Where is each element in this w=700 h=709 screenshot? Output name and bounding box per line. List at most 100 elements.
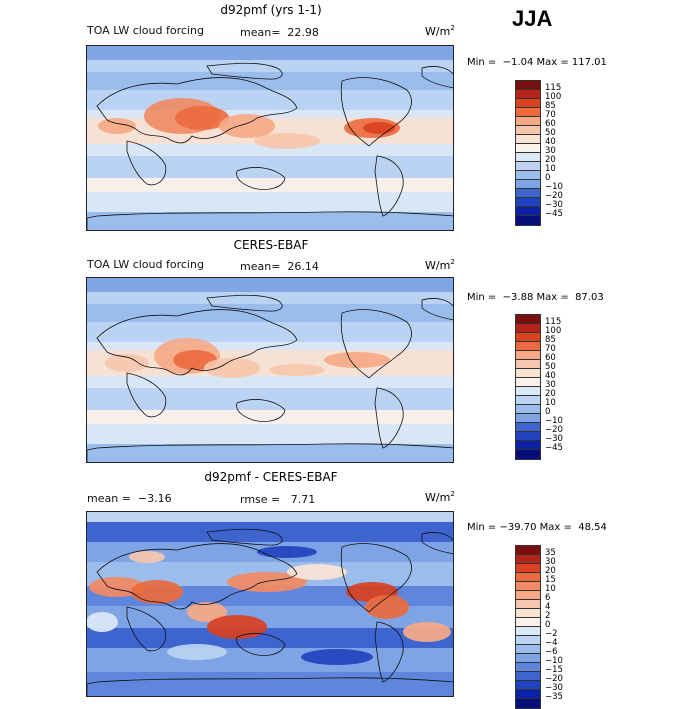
colorbar: [515, 314, 541, 460]
colorbar-swatch: [516, 342, 540, 351]
colorbar-tick-label: 50: [545, 128, 556, 138]
colorbar-tick-label: 40: [545, 137, 556, 147]
colorbar-tick-label: 60: [545, 119, 556, 129]
variable-label: TOA LW cloud forcing: [87, 258, 204, 271]
colorbar-tick-label: 2: [545, 611, 551, 621]
colorbar-tick-label: −4: [545, 638, 558, 648]
colorbar-tick-label: −10: [545, 182, 563, 192]
colorbar-tick-label: 30: [545, 557, 556, 567]
colorbar-tick-label: 100: [545, 326, 562, 336]
colorbar-tick-label: 0: [545, 407, 551, 417]
panel-title: d92pmf (yrs 1-1): [220, 3, 322, 17]
colorbar-swatch: [516, 564, 540, 573]
colorbar-tick-label: −15: [545, 665, 563, 675]
colorbar-swatch: [516, 198, 540, 207]
panel-title: CERES-EBAF: [233, 238, 309, 252]
colorbar-swatch: [516, 189, 540, 198]
colorbar-swatch: [516, 387, 540, 396]
colorbar-tick-label: 6: [545, 593, 551, 603]
colorbar-tick-label: 100: [545, 92, 562, 102]
colorbar-swatch: [516, 333, 540, 342]
colorbar-tick-label: −35: [545, 692, 563, 702]
colorbar-tick-label: −30: [545, 683, 563, 693]
colorbar-swatch: [516, 216, 540, 225]
mean-value: mean = −3.16: [87, 492, 172, 505]
colorbar-swatch: [516, 117, 540, 126]
colorbar-swatch: [516, 546, 540, 555]
colorbar-swatch: [516, 690, 540, 699]
colorbar-swatch: [516, 627, 540, 636]
colorbar-labels: 35 30 20 15 10 6 4 2 0 −2 −4 −6 −10 −15 −20 −30 −35: [545, 549, 563, 702]
colorbar-tick-label: −20: [545, 425, 563, 435]
colorbar-tick-label: 20: [545, 155, 556, 165]
colorbar-tick-label: 30: [545, 380, 556, 390]
colorbar-swatch: [516, 414, 540, 423]
map-model: [86, 45, 454, 231]
colorbar-tick-label: −45: [545, 443, 563, 453]
panel-title: d92pmf - CERES-EBAF: [204, 470, 338, 484]
colorbar-swatch: [516, 324, 540, 333]
min-max-text: Min = −1.04 Max = 117.01: [467, 57, 607, 68]
colorbar-swatch: [516, 126, 540, 135]
colorbar: [515, 80, 541, 226]
colorbar-tick-label: 115: [545, 83, 562, 93]
colorbar-swatch: [516, 645, 540, 654]
colorbar-tick-label: 0: [545, 173, 551, 183]
colorbar-swatch: [516, 600, 540, 609]
colorbar-tick-label: 10: [545, 584, 556, 594]
colorbar-swatch: [516, 618, 540, 627]
colorbar-swatch: [516, 153, 540, 162]
colorbar-swatch: [516, 135, 540, 144]
colorbar-tick-label: 85: [545, 335, 556, 345]
map-observations: [86, 277, 454, 463]
colorbar-tick-label: −20: [545, 191, 563, 201]
rmse-value: rmse = 7.71: [240, 493, 316, 506]
colorbar-tick-label: 50: [545, 362, 556, 372]
colorbar-swatch: [516, 450, 540, 459]
variable-label: TOA LW cloud forcing: [87, 24, 204, 37]
units-label: W/m2: [425, 24, 455, 38]
season-label: JJA: [512, 6, 553, 31]
colorbar-swatch: [516, 171, 540, 180]
colorbar-swatch: [516, 582, 540, 591]
colorbar-swatch: [516, 555, 540, 564]
colorbar-tick-label: −2: [545, 629, 558, 639]
colorbar-tick-label: 40: [545, 371, 556, 381]
colorbar-swatch: [516, 378, 540, 387]
colorbar-swatch: [516, 441, 540, 450]
colorbar-tick-label: 0: [545, 620, 551, 630]
mean-value: mean= 22.98: [240, 26, 319, 39]
colorbar-swatch: [516, 423, 540, 432]
colorbar-tick-label: 4: [545, 602, 551, 612]
colorbar-tick-label: 115: [545, 317, 562, 327]
units-label: W/m2: [425, 490, 455, 504]
colorbar-swatch: [516, 99, 540, 108]
colorbar-swatch: [516, 681, 540, 690]
colorbar-labels: 115 100 85 70 60 50 40 30 20 10 0 −10 −20 −30 −45: [545, 84, 563, 219]
map-difference: [86, 511, 454, 697]
colorbar-swatch: [516, 81, 540, 90]
colorbar-tick-label: −6: [545, 647, 558, 657]
colorbar-swatch: [516, 315, 540, 324]
colorbar-tick-label: 85: [545, 101, 556, 111]
colorbar-swatch: [516, 591, 540, 600]
colorbar-swatch: [516, 573, 540, 582]
colorbar-swatch: [516, 432, 540, 441]
colorbar-swatch: [516, 180, 540, 189]
colorbar-swatch: [516, 609, 540, 618]
colorbar-tick-label: −30: [545, 200, 563, 210]
colorbar-tick-label: −10: [545, 416, 563, 426]
colorbar-swatch: [516, 405, 540, 414]
colorbar-tick-label: 10: [545, 398, 556, 408]
colorbar: [515, 545, 541, 709]
colorbar-swatch: [516, 108, 540, 117]
mean-value: mean= 26.14: [240, 260, 319, 273]
colorbar-swatch: [516, 90, 540, 99]
colorbar-tick-label: 60: [545, 353, 556, 363]
colorbar-swatch: [516, 654, 540, 663]
colorbar-swatch: [516, 369, 540, 378]
colorbar-swatch: [516, 351, 540, 360]
colorbar-tick-label: 15: [545, 575, 556, 585]
colorbar-swatch: [516, 672, 540, 681]
colorbar-swatch: [516, 162, 540, 171]
